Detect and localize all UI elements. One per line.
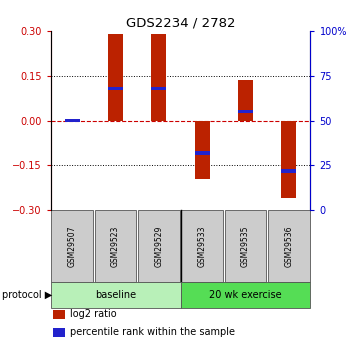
Text: log2 ratio: log2 ratio xyxy=(70,309,117,319)
Bar xyxy=(65,119,80,122)
Bar xyxy=(225,210,266,282)
Text: protocol ▶: protocol ▶ xyxy=(2,290,52,300)
Bar xyxy=(195,121,210,179)
Bar xyxy=(53,328,65,337)
Bar xyxy=(51,210,93,282)
Bar xyxy=(53,310,65,319)
Text: percentile rank within the sample: percentile rank within the sample xyxy=(70,327,235,337)
Bar xyxy=(268,210,310,282)
Bar xyxy=(281,121,296,198)
Text: 20 wk exercise: 20 wk exercise xyxy=(209,290,282,300)
Bar xyxy=(51,282,180,308)
Bar xyxy=(181,210,223,282)
Text: GSM29535: GSM29535 xyxy=(241,225,250,267)
Bar xyxy=(95,210,136,282)
Bar xyxy=(180,282,310,308)
Text: GSM29529: GSM29529 xyxy=(155,225,163,267)
Bar xyxy=(238,110,253,114)
Title: GDS2234 / 2782: GDS2234 / 2782 xyxy=(126,17,235,30)
Bar xyxy=(108,87,123,90)
Bar xyxy=(138,210,180,282)
Bar xyxy=(151,34,166,121)
Text: GSM29523: GSM29523 xyxy=(111,225,120,267)
Bar xyxy=(151,87,166,90)
Bar xyxy=(238,80,253,121)
Text: GSM29533: GSM29533 xyxy=(198,225,206,267)
Text: GSM29536: GSM29536 xyxy=(284,225,293,267)
Bar xyxy=(108,34,123,121)
Bar xyxy=(195,151,210,155)
Bar xyxy=(281,169,296,172)
Text: GSM29507: GSM29507 xyxy=(68,225,77,267)
Text: baseline: baseline xyxy=(95,290,136,300)
